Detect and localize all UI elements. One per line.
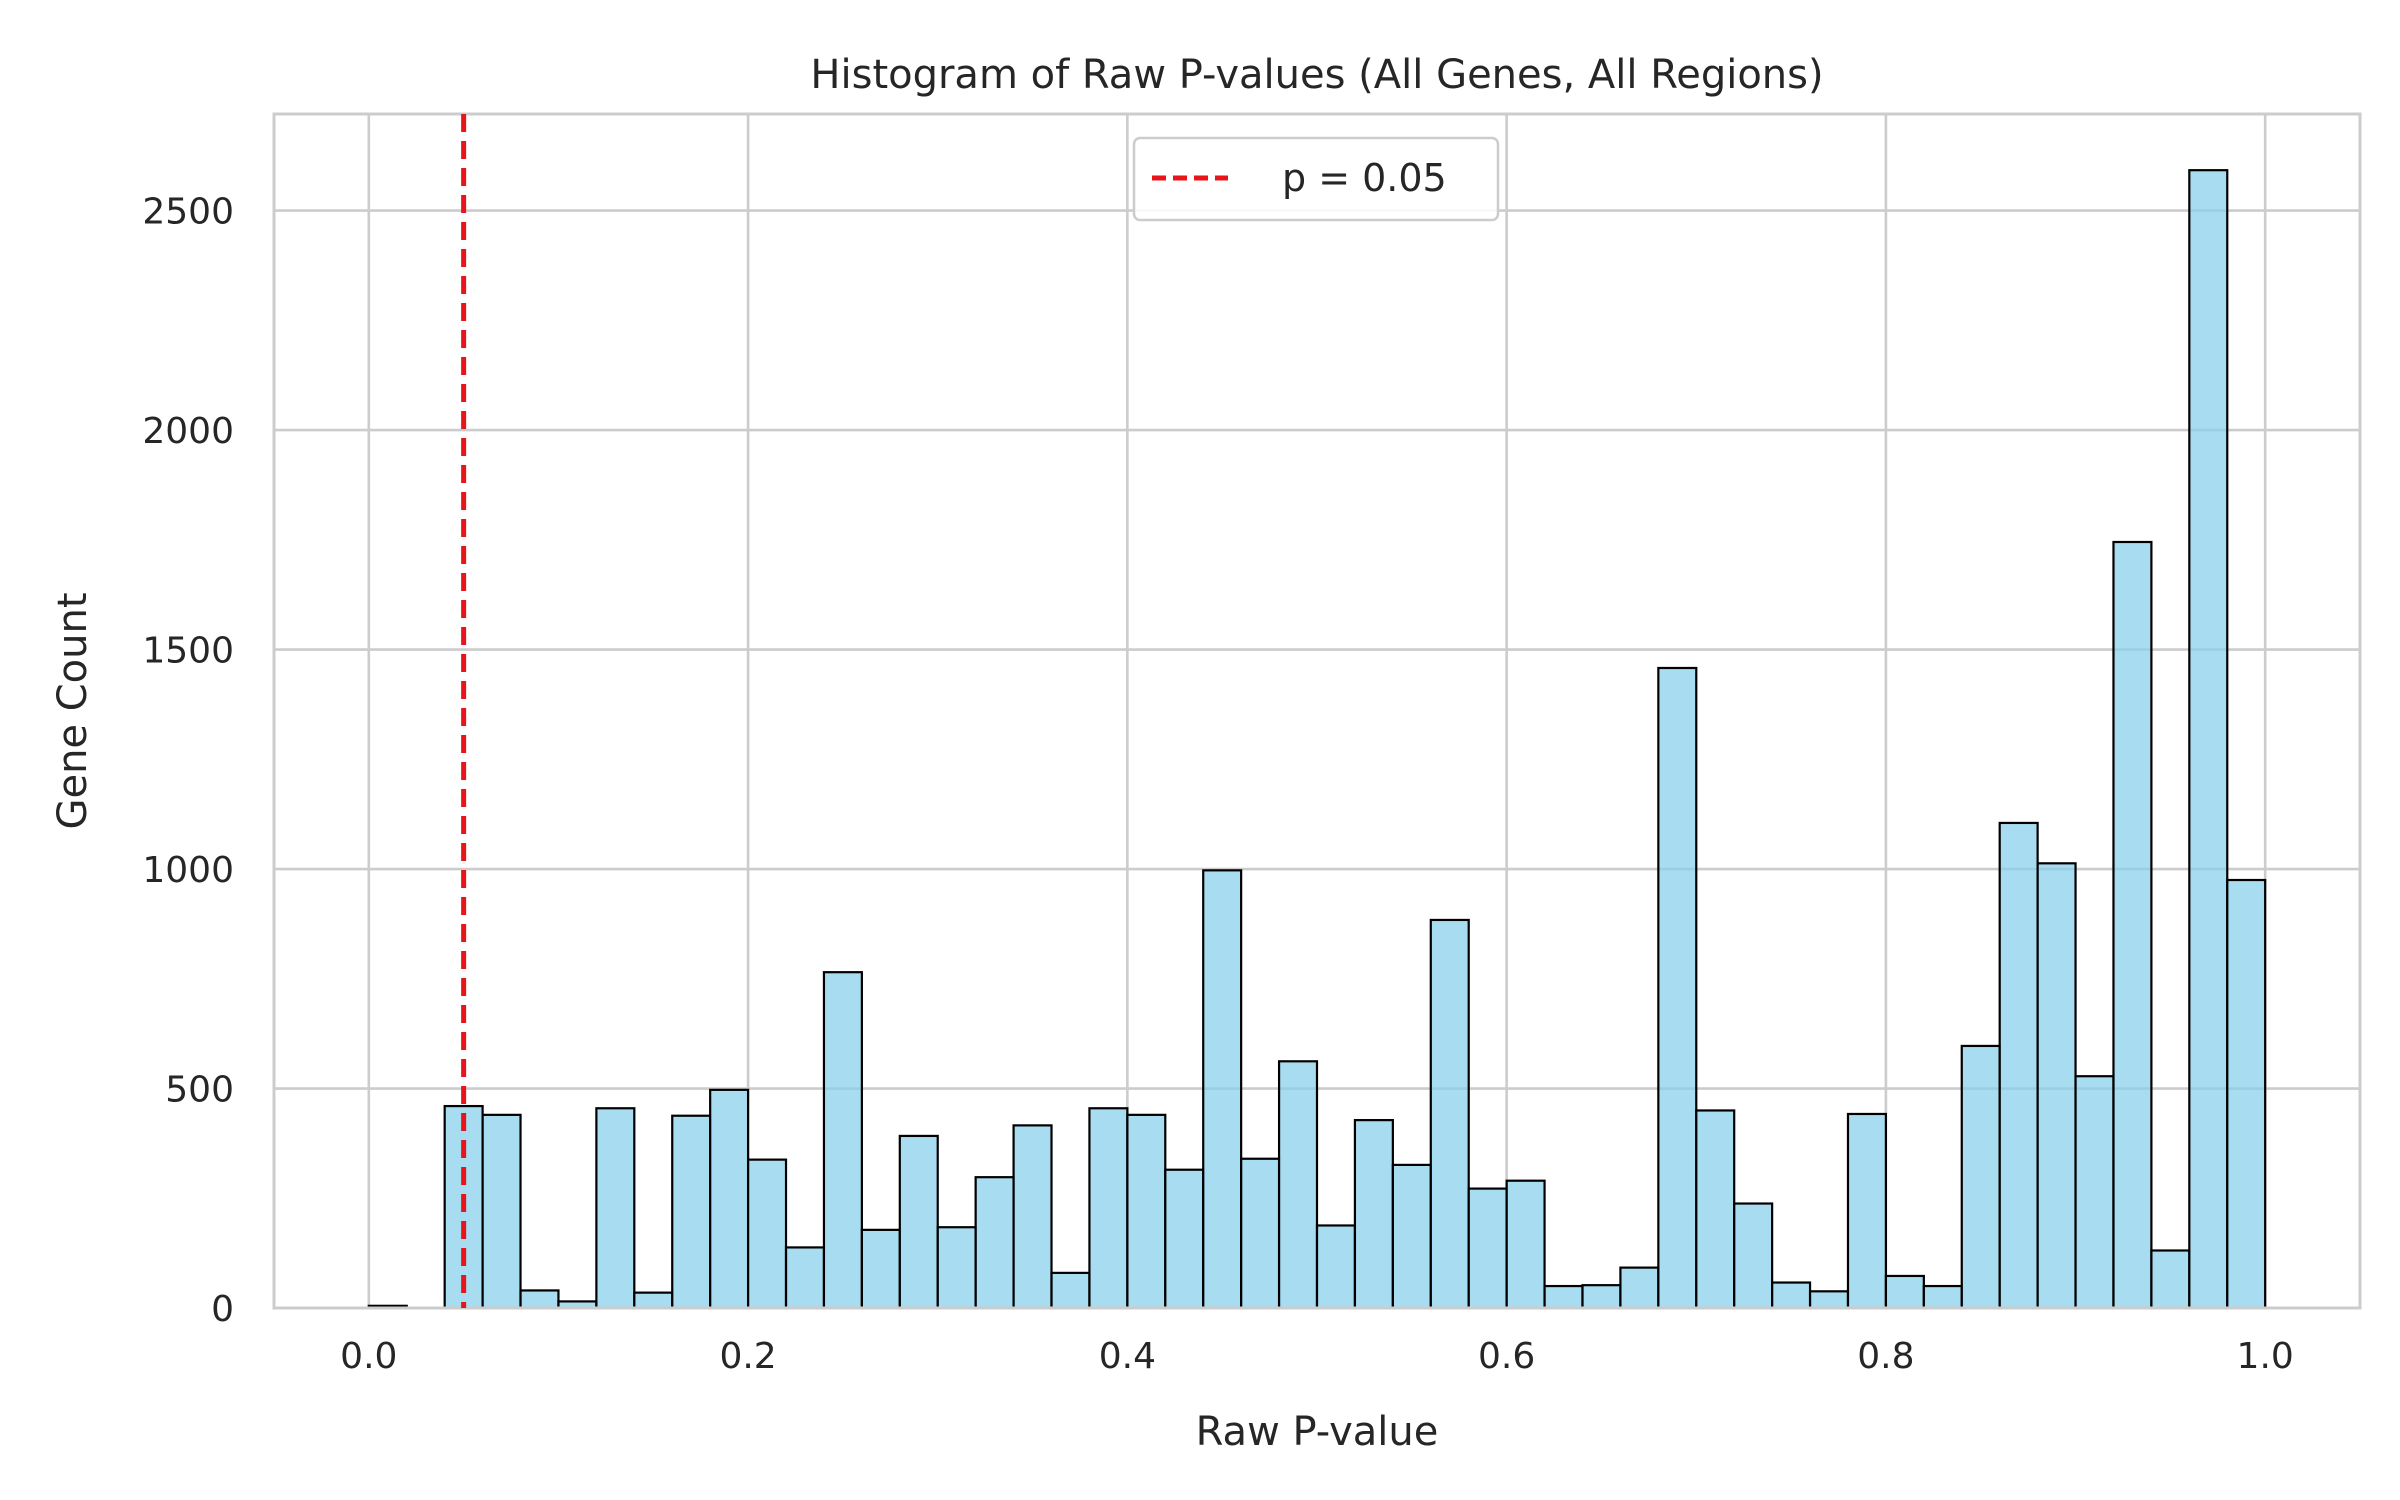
histogram-bar <box>1922 1284 1963 1310</box>
histogram-bar <box>1998 821 2039 1310</box>
x-tick-label: 0.8 <box>1857 1336 1914 1377</box>
histogram-bar <box>1429 918 1470 1310</box>
histogram-bar <box>1619 1266 1660 1310</box>
histogram-bar <box>1846 1112 1888 1310</box>
histogram-bar <box>1960 1044 2001 1310</box>
histogram-bar <box>2188 169 2229 1310</box>
histogram-bar <box>746 1158 788 1310</box>
histogram-bar <box>1353 1119 1394 1310</box>
histogram-bar <box>1657 666 1698 1310</box>
x-tick-label: 0.4 <box>1099 1336 1156 1377</box>
x-axis-label: Raw P-value <box>1196 1409 1439 1455</box>
histogram-bar <box>1733 1202 1774 1310</box>
y-tick-labels: 0 500 1000 1500 2000 2500 <box>142 192 234 1330</box>
histogram-bar <box>936 1226 977 1310</box>
x-tick-label: 0.2 <box>719 1336 776 1377</box>
histogram-bar <box>1126 1113 1167 1310</box>
chart-title: Histogram of Raw P-values (All Genes, Al… <box>810 52 1823 98</box>
y-tick-label: 500 <box>165 1070 234 1111</box>
histogram-bar <box>1202 869 1243 1310</box>
plot-frame <box>272 112 2362 1310</box>
legend-label: p = 0.05 <box>1282 156 1447 200</box>
histogram-bars <box>367 169 2267 1310</box>
histogram-bar <box>481 1113 522 1310</box>
legend-box <box>1132 136 1500 222</box>
histogram-bar <box>1277 1060 1319 1310</box>
histogram-bar <box>1771 1281 1812 1310</box>
histogram-bar <box>822 971 863 1310</box>
histogram-bar <box>1088 1107 1129 1310</box>
histogram-bar <box>1391 1163 1432 1310</box>
legend: p = 0.05 <box>1132 136 1500 222</box>
y-tick-label: 2000 <box>142 411 234 452</box>
histogram-bar <box>1543 1284 1584 1310</box>
histogram-bar <box>709 1088 750 1310</box>
y-axis-label: Gene Count <box>50 592 96 829</box>
histogram-bar <box>1467 1187 1508 1310</box>
histogram-bar <box>519 1289 560 1310</box>
histogram-bar <box>860 1228 901 1310</box>
histogram-bar <box>1315 1224 1357 1310</box>
histogram-bar <box>1884 1274 1925 1310</box>
y-tick-label: 2500 <box>142 192 234 233</box>
histogram-bar <box>1240 1157 1281 1310</box>
x-tick-label: 0.6 <box>1478 1336 1535 1377</box>
histogram-bar <box>1050 1271 1091 1310</box>
histogram-bar <box>1581 1284 1622 1310</box>
histogram-bar <box>671 1114 712 1310</box>
y-tick-label: 1500 <box>142 631 234 672</box>
histogram-bar <box>784 1246 826 1310</box>
histogram-bar <box>1012 1124 1053 1310</box>
histogram-bar <box>2112 540 2153 1310</box>
histogram-bar <box>974 1176 1015 1310</box>
histogram-bar <box>633 1291 674 1310</box>
histogram-bar <box>1808 1290 1850 1310</box>
histogram-bar <box>595 1107 636 1310</box>
histogram-bar <box>2036 862 2077 1310</box>
histogram-bar <box>1505 1179 1546 1310</box>
y-tick-label: 1000 <box>142 850 234 891</box>
x-tick-label: 1.0 <box>2237 1336 2294 1377</box>
histogram-bar <box>2074 1075 2115 1310</box>
histogram-bar <box>2150 1249 2191 1310</box>
histogram-bar <box>898 1134 939 1310</box>
histogram-bar <box>2226 878 2267 1310</box>
x-tick-labels: 0.0 0.2 0.4 0.6 0.8 1.0 <box>340 1336 2294 1377</box>
y-tick-label: 0 <box>211 1289 234 1330</box>
histogram-bar <box>1695 1109 1736 1310</box>
histogram-bar <box>1164 1168 1205 1310</box>
x-tick-label: 0.0 <box>340 1336 397 1377</box>
